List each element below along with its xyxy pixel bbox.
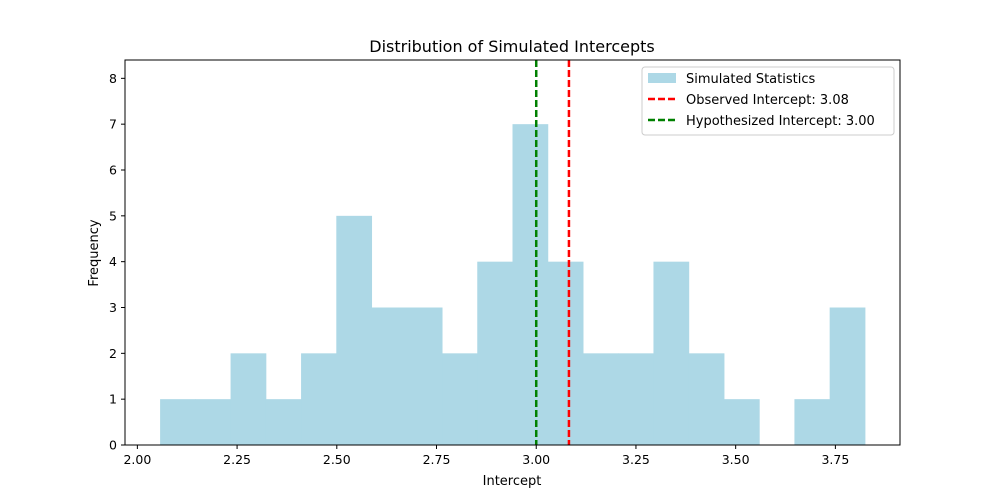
chart-title: Distribution of Simulated Intercepts — [369, 37, 654, 56]
histogram-bar — [160, 399, 196, 445]
x-tick-label: 3.00 — [522, 452, 550, 467]
y-axis: 0 1 2 3 4 5 6 7 8 — [109, 71, 125, 453]
histogram-bar — [195, 399, 232, 445]
histogram-bar — [582, 353, 619, 445]
histogram-bar — [653, 261, 690, 445]
histogram-bar — [547, 261, 584, 445]
legend-label-observed: Observed Intercept: 3.08 — [686, 93, 849, 108]
plot-frame — [124, 59, 901, 446]
legend-label-simulated: Simulated Statistics — [686, 72, 815, 87]
x-tick-label: 2.00 — [123, 452, 151, 467]
histogram-bar — [688, 353, 725, 445]
legend-label-hypothesized: Hypothesized Intercept: 3.00 — [686, 114, 875, 129]
y-tick-label: 1 — [109, 392, 117, 407]
histogram-bar — [829, 307, 866, 445]
x-tick-label: 2.50 — [323, 452, 351, 467]
histogram-bar — [371, 307, 408, 445]
x-tick-label: 3.25 — [622, 452, 650, 467]
x-tick-label: 3.75 — [821, 452, 849, 467]
x-tick-label: 2.75 — [423, 452, 451, 467]
reference-lines — [534, 60, 571, 445]
y-tick-label: 3 — [109, 300, 117, 315]
legend-swatch-simulated — [648, 73, 676, 83]
histogram-bar — [723, 399, 760, 445]
x-tick-label: 3.50 — [722, 452, 750, 467]
histogram-bar — [618, 353, 654, 445]
y-tick-label: 6 — [109, 163, 117, 178]
histogram-bar — [301, 353, 337, 445]
histogram-bar — [230, 353, 267, 445]
x-axis: 2.00 2.25 2.50 2.75 3.00 3.25 3.50 3.75 — [123, 445, 849, 467]
histogram-bar — [336, 215, 373, 445]
y-tick-label: 0 — [109, 438, 117, 453]
histogram-bar — [477, 261, 513, 445]
y-tick-label: 2 — [109, 346, 117, 361]
x-axis-title: Intercept — [483, 474, 542, 489]
histogram-bar — [442, 353, 478, 445]
y-axis-title: Frequency — [87, 219, 102, 286]
legend-box — [641, 66, 895, 136]
y-tick-label: 8 — [109, 71, 117, 86]
histogram-bar — [265, 399, 302, 445]
histogram-bar — [794, 399, 831, 445]
y-tick-label: 5 — [109, 208, 117, 223]
histogram-bars — [160, 124, 866, 446]
x-tick-label: 2.25 — [223, 452, 251, 467]
chart-legend: Simulated Statistics Observed Intercept:… — [641, 66, 895, 136]
histogram-bar — [512, 124, 549, 446]
y-tick-label: 4 — [109, 254, 117, 269]
histogram-bar — [406, 307, 443, 445]
y-tick-label: 7 — [109, 117, 117, 132]
